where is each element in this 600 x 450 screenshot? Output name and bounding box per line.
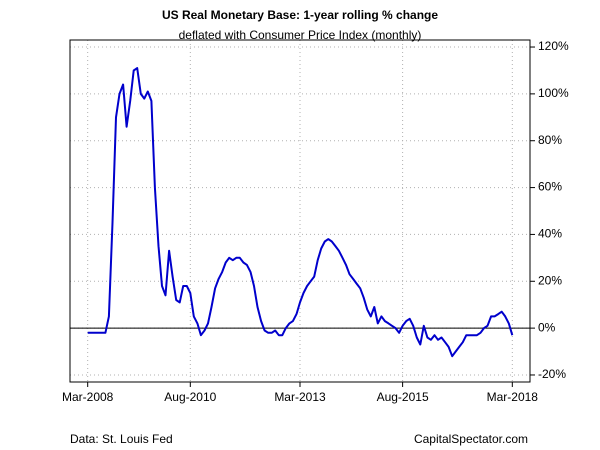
x-tick-label: Mar-2018 [487, 390, 539, 404]
y-tick-label: 120% [538, 39, 569, 53]
data-line [87, 67, 514, 358]
y-tick-label: 20% [538, 273, 562, 287]
y-tick-label: 40% [538, 227, 562, 241]
y-tick-label: 60% [538, 180, 562, 194]
x-tick-label: Mar-2013 [274, 390, 326, 404]
source-note: Data: St. Louis Fed [70, 432, 173, 446]
plot-frame [69, 39, 531, 383]
y-tick-label: 0% [538, 320, 556, 334]
x-tick-label: Aug-2010 [164, 390, 216, 404]
y-tick-label: 100% [538, 86, 569, 100]
y-tick-label: -20% [538, 367, 566, 381]
credit-note: CapitalSpectator.com [414, 432, 528, 446]
chart-subtitle: deflated with Consumer Price Index (mont… [179, 28, 422, 42]
x-tick-label: Mar-2008 [62, 390, 114, 404]
y-tick-label: 80% [538, 133, 562, 147]
x-tick-label: Aug-2015 [377, 390, 429, 404]
chart-title: US Real Monetary Base: 1-year rolling % … [162, 8, 438, 22]
